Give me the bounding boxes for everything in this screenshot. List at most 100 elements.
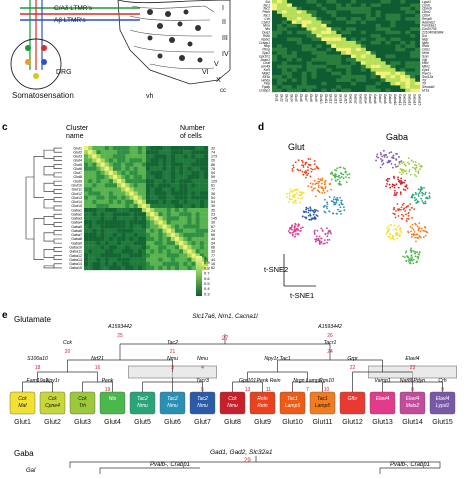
tsne-point	[330, 232, 332, 235]
tsne-point	[326, 190, 329, 192]
tsne-point	[401, 169, 403, 172]
matrix-cell	[129, 241, 134, 246]
matrix-cell	[112, 257, 118, 262]
matrix-cell	[179, 253, 184, 258]
tree-node-gene: Npy1r Tac1	[264, 356, 290, 362]
leaf-name: Glut4	[104, 419, 121, 426]
heatmap-b-cell	[291, 68, 297, 72]
tsne-point	[339, 196, 342, 199]
cluster-name: Gaba6	[71, 229, 82, 233]
tsne-point	[398, 156, 400, 158]
heatmap-b-cell	[350, 81, 357, 86]
heatmap-b-cell	[405, 6, 411, 11]
heatmap-b-cell	[281, 54, 287, 59]
matrix-cell	[187, 195, 192, 200]
cluster-column-label: Glut8	[309, 94, 313, 102]
matrix-cell	[170, 224, 176, 229]
heatmap-b-cell	[311, 37, 317, 42]
tsne-point	[305, 171, 308, 174]
matrix-cell	[179, 245, 184, 250]
matrix-cell	[191, 166, 196, 171]
matrix-cell	[92, 174, 97, 180]
tsne-point	[297, 169, 300, 172]
matrix-cell	[108, 265, 114, 271]
tsne-point	[402, 215, 405, 217]
matrix-cell	[96, 236, 101, 242]
matrix-cell	[141, 174, 147, 180]
tree-root-label: Slc17a6, Nrn1, Cacna1l	[192, 313, 258, 320]
svg-text:III: III	[222, 35, 228, 42]
matrix-cell	[88, 158, 93, 163]
matrix-cell	[108, 232, 114, 238]
cluster-name-header: Cluster name	[66, 125, 89, 140]
matrix-cell	[199, 253, 205, 258]
heatmap-b-cell	[326, 40, 332, 45]
matrix-cell	[137, 174, 143, 180]
heatmap-b-cell	[395, 44, 401, 48]
matrix-cell	[170, 179, 176, 184]
matrix-cell	[195, 174, 200, 180]
cluster-name: Glut6	[73, 167, 82, 171]
tsne-point	[426, 231, 428, 234]
matrix-cell	[125, 166, 130, 171]
matrix-cell	[100, 232, 105, 238]
heatmap-b-cell	[355, 47, 361, 52]
matrix-cell	[170, 249, 176, 254]
matrix-cell	[146, 199, 151, 205]
matrix-cell	[183, 241, 188, 246]
cell-count: 66	[211, 246, 215, 250]
matrix-cell	[108, 212, 114, 217]
heatmap-b-cell	[346, 6, 352, 11]
matrix-cell	[187, 199, 192, 205]
tsne-point	[329, 172, 332, 175]
heatmap-b-cell	[385, 0, 391, 4]
tsne-point	[311, 168, 314, 171]
matrix-cell	[162, 228, 167, 233]
tsne-point	[307, 209, 310, 212]
tsne-point	[317, 184, 320, 187]
cluster-name: Glut11	[72, 188, 82, 192]
matrix-cell	[162, 174, 167, 180]
matrix-cell	[170, 146, 176, 151]
matrix-cell	[166, 166, 171, 171]
heatmap-b-cell	[395, 81, 401, 86]
matrix-cell	[154, 191, 159, 196]
heatmap-b-cell	[336, 6, 342, 11]
matrix-cell	[125, 216, 130, 221]
matrix-cell	[125, 224, 130, 229]
heatmap-b-cell	[306, 13, 312, 18]
matrix-cell	[179, 170, 184, 176]
matrix-cell	[150, 158, 155, 163]
matrix-cell	[162, 158, 167, 163]
matrix-cell	[203, 208, 209, 213]
heatmap-b-cell	[385, 68, 391, 72]
tsne-point	[340, 203, 343, 206]
tsne-point	[313, 232, 316, 235]
tsne-point	[301, 215, 304, 218]
matrix-cell	[170, 253, 176, 258]
tsne-point	[388, 235, 391, 238]
tsne-point	[409, 225, 412, 228]
tsne-point	[293, 226, 296, 228]
matrix-cell	[166, 154, 171, 159]
matrix-cell	[146, 220, 151, 225]
cluster-column-label: Gaba8	[383, 94, 387, 104]
matrix-cell	[195, 212, 200, 217]
tsne-point	[399, 233, 401, 236]
leaf-marker-1: Tac2	[167, 396, 178, 402]
heatmap-b-cell	[380, 71, 386, 76]
matrix-cell	[100, 245, 105, 250]
heatmap-b-cell	[316, 20, 322, 25]
heatmap-b-cell	[410, 44, 416, 48]
tsne-point	[322, 189, 325, 192]
svg-text:X: X	[216, 77, 221, 84]
matrix-cell	[133, 154, 138, 159]
matrix-cell	[191, 158, 196, 163]
heatmap-b-cell	[306, 23, 312, 28]
matrix-cell	[117, 212, 122, 217]
heatmap-b-cell	[355, 6, 361, 11]
matrix-cell	[162, 195, 167, 200]
matrix-cell	[170, 257, 176, 262]
gene-label: Dug1	[262, 31, 270, 35]
